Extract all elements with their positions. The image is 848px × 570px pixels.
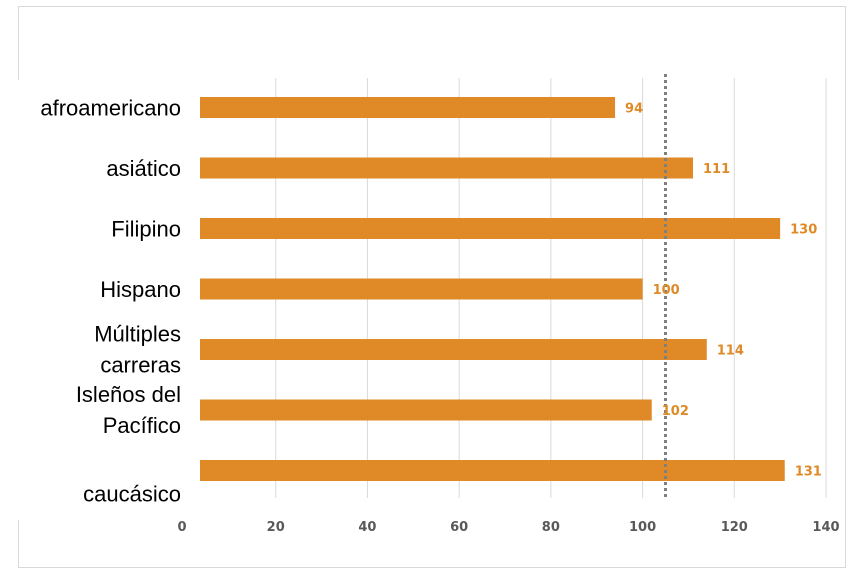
data-label: 130 (790, 223, 817, 238)
category-label: Filipino (111, 217, 181, 242)
data-label: 100 (653, 283, 680, 298)
category-label: Isleños del (76, 382, 181, 407)
x-tick-label: 40 (358, 520, 376, 535)
bar (200, 460, 785, 481)
x-axis-tick-labels: 0 20 40 60 80 100 120 140 (177, 520, 839, 535)
bar (200, 339, 707, 360)
category-label: carreras (100, 353, 181, 378)
data-label: 131 (795, 465, 822, 480)
data-labels: 94 111 130 100 114 102 131 (625, 102, 822, 480)
bar (200, 399, 652, 421)
x-tick-label: 140 (812, 520, 839, 535)
x-tick-label: 80 (542, 520, 560, 535)
data-label: 102 (662, 404, 689, 419)
category-label: afroamericano (40, 96, 181, 121)
category-label: Múltiples (94, 322, 181, 347)
data-label: 94 (625, 102, 643, 117)
data-label: 114 (717, 344, 744, 359)
bar (200, 97, 616, 118)
bar (200, 278, 643, 300)
data-label: 111 (703, 162, 730, 177)
x-tick-label: 20 (267, 520, 285, 535)
bars (200, 97, 785, 481)
bar (200, 157, 694, 179)
x-tick-label: 60 (450, 520, 468, 535)
x-tick-label: 120 (721, 520, 748, 535)
category-label: Hispano (100, 277, 181, 302)
category-label: asiático (106, 156, 181, 181)
chart-background (0, 80, 185, 520)
x-tick-label: 100 (629, 520, 656, 535)
category-labels: afroamericano asiático Filipino Hispano Múlt… (40, 96, 181, 507)
category-label: Pacífico (103, 413, 181, 438)
x-tick-label: 0 (177, 520, 186, 535)
bar (200, 218, 781, 239)
category-label: caucásico (83, 482, 181, 507)
